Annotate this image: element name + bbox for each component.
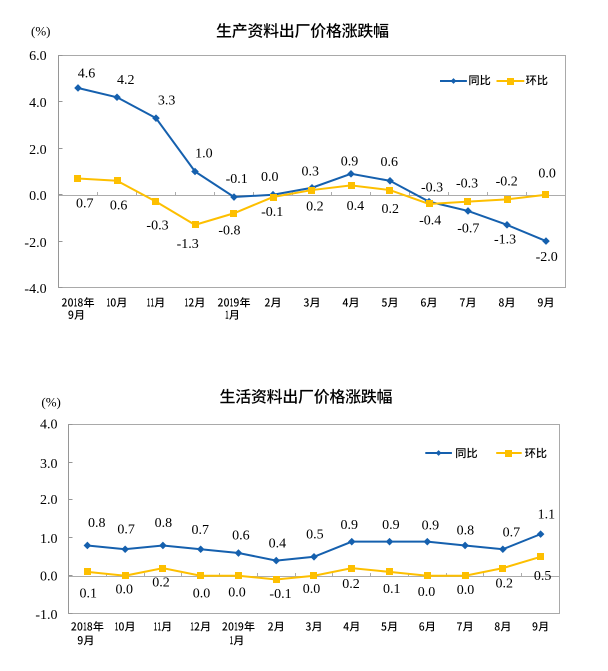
svg-text:-0.4: -0.4 [419,213,441,228]
svg-text:-0.3: -0.3 [421,180,443,195]
svg-text:0.2: 0.2 [495,576,513,591]
svg-text:0.4: 0.4 [347,199,365,214]
svg-text:0.0: 0.0 [29,189,47,204]
svg-text:0.7: 0.7 [76,197,94,212]
svg-text:0.3: 0.3 [301,164,319,179]
svg-text:-0.2: -0.2 [496,174,518,189]
svg-text:0.0: 0.0 [116,582,134,597]
svg-text:-0.1: -0.1 [269,587,291,602]
svg-text:-0.3: -0.3 [146,219,168,234]
svg-text:4.2: 4.2 [117,73,135,88]
svg-text:0.0: 0.0 [418,585,436,600]
svg-text:-2.0: -2.0 [24,236,46,251]
svg-text:0.5: 0.5 [534,569,552,584]
svg-text:0.8: 0.8 [88,516,106,531]
svg-text:0.0: 0.0 [261,170,279,185]
svg-text:0.9: 0.9 [382,518,400,533]
svg-text:-0.1: -0.1 [261,205,283,220]
svg-text:(%): (%) [31,24,51,39]
svg-text:0.2: 0.2 [381,202,399,217]
svg-text:2.0: 2.0 [29,143,47,158]
svg-text:0.7: 0.7 [503,525,521,540]
svg-text:0.8: 0.8 [155,516,173,531]
svg-text:-1.0: -1.0 [35,608,57,623]
svg-text:-2.0: -2.0 [536,250,558,265]
svg-text:0.7: 0.7 [117,523,135,538]
svg-text:0.0: 0.0 [40,570,58,585]
svg-text:-1.3: -1.3 [177,237,199,252]
svg-text:-0.3: -0.3 [456,177,478,192]
svg-text:1.0: 1.0 [195,146,213,161]
svg-text:3.3: 3.3 [158,93,176,108]
svg-text:0.6: 0.6 [110,199,128,214]
svg-text:0.0: 0.0 [303,582,321,597]
svg-text:0.1: 0.1 [80,587,98,602]
svg-text:0.9: 0.9 [422,518,440,533]
svg-text:0.0: 0.0 [193,586,211,601]
svg-text:0.4: 0.4 [269,537,287,552]
svg-text:0.0: 0.0 [228,585,246,600]
svg-text:0.7: 0.7 [192,523,210,538]
svg-text:4.0: 4.0 [40,418,58,433]
svg-text:0.2: 0.2 [342,577,360,592]
svg-text:0.6: 0.6 [232,528,250,543]
svg-text:0.1: 0.1 [383,582,401,597]
svg-text:3.0: 3.0 [40,457,58,472]
svg-text:(%): (%) [41,395,61,410]
svg-text:4.0: 4.0 [29,96,47,111]
svg-text:-0.1: -0.1 [226,172,248,187]
svg-text:0.9: 0.9 [341,154,359,169]
svg-text:0.0: 0.0 [538,167,556,182]
svg-text:6.0: 6.0 [29,49,47,64]
svg-text:1.0: 1.0 [40,532,58,547]
svg-text:0.0: 0.0 [457,583,475,598]
svg-text:-0.7: -0.7 [457,222,479,237]
svg-text:-1.3: -1.3 [494,233,516,248]
svg-text:0.5: 0.5 [306,528,324,543]
svg-text:-4.0: -4.0 [24,282,46,297]
svg-text:0.8: 0.8 [457,523,475,538]
svg-text:2.0: 2.0 [40,493,58,508]
svg-text:0.6: 0.6 [380,155,398,170]
svg-text:1.1: 1.1 [538,507,556,522]
svg-text:-0.8: -0.8 [218,223,240,238]
svg-text:0.2: 0.2 [152,576,170,591]
svg-text:0.2: 0.2 [306,200,324,215]
svg-text:0.9: 0.9 [341,518,359,533]
svg-text:4.6: 4.6 [78,67,96,82]
